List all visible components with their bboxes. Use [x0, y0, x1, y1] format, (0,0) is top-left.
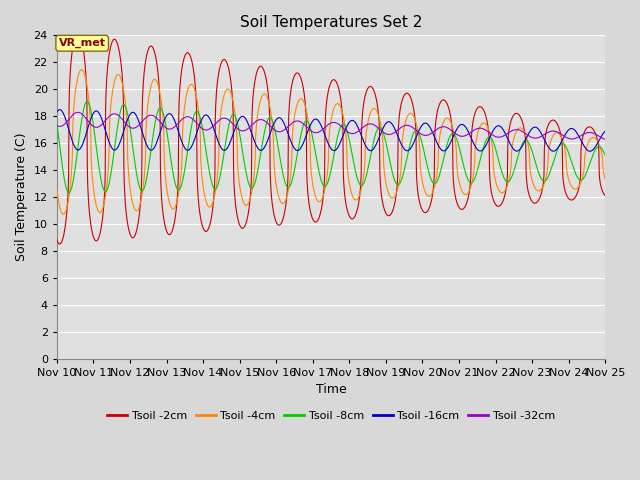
Text: VR_met: VR_met: [59, 38, 106, 48]
Y-axis label: Soil Temperature (C): Soil Temperature (C): [15, 133, 28, 262]
Title: Soil Temperatures Set 2: Soil Temperatures Set 2: [240, 15, 422, 30]
Legend: Tsoil -2cm, Tsoil -4cm, Tsoil -8cm, Tsoil -16cm, Tsoil -32cm: Tsoil -2cm, Tsoil -4cm, Tsoil -8cm, Tsoi…: [102, 407, 559, 425]
X-axis label: Time: Time: [316, 384, 346, 396]
